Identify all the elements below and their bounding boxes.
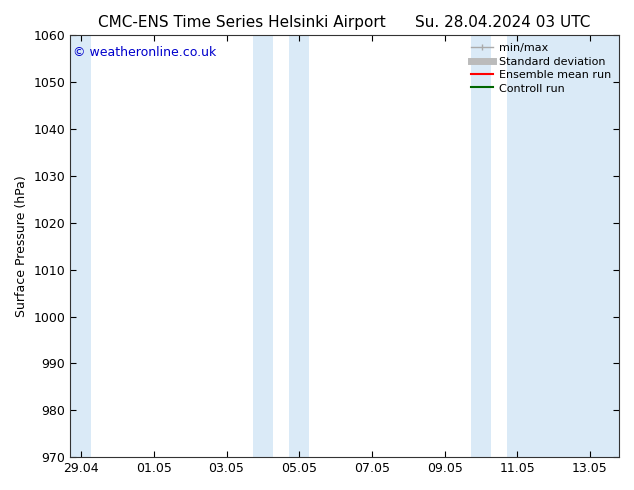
Bar (289, 35, 309, 457)
Y-axis label: Surface Pressure (hPa): Surface Pressure (hPa) (15, 175, 28, 317)
Title: CMC-ENS Time Series Helsinki Airport      Su. 28.04.2024 03 UTC: CMC-ENS Time Series Helsinki Airport Su.… (98, 15, 591, 30)
Bar (507, 35, 619, 457)
Bar (253, 35, 273, 457)
Text: © weatheronline.co.uk: © weatheronline.co.uk (73, 46, 216, 59)
Legend: min/max, Standard deviation, Ensemble mean run, Controll run: min/max, Standard deviation, Ensemble me… (467, 39, 616, 98)
Bar (70, 35, 91, 457)
Bar (470, 35, 491, 457)
